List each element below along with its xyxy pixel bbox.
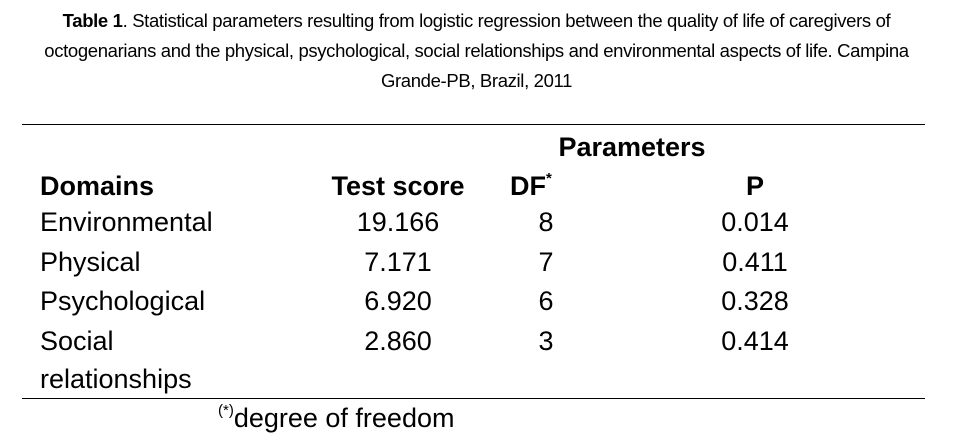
- caption: Table 1. Statistical parameters resultin…: [10, 6, 943, 96]
- header: DF*: [510, 167, 552, 205]
- cell: 2.860: [364, 325, 432, 356]
- cell: 19.166: [356, 207, 440, 237]
- row-label: Physical: [40, 246, 141, 277]
- footnote-marker: (*): [218, 402, 234, 419]
- cell: 8: [538, 207, 554, 237]
- caption-text: . Statistical parameters resulting from …: [44, 10, 909, 91]
- row-label: Psychological: [40, 286, 206, 316]
- header-text: DF: [510, 171, 546, 201]
- header: Domains: [40, 171, 155, 201]
- header: P: [745, 171, 764, 201]
- cell: 6.920: [364, 286, 432, 316]
- header: Test score: [331, 171, 465, 201]
- cell: 3: [538, 325, 554, 356]
- cell: 7: [538, 246, 554, 277]
- cell: 0.411: [722, 246, 788, 277]
- row-label: Environmental: [40, 207, 213, 237]
- footnote: (*)degree of freedom: [218, 399, 454, 437]
- footnote-text: degree of freedom: [233, 403, 455, 433]
- caption-label: Table 1: [62, 10, 123, 31]
- cell: 6: [538, 286, 554, 316]
- cell: 0.328: [721, 286, 789, 316]
- header-marker: *: [546, 170, 552, 187]
- row-label: Social relationships: [40, 325, 192, 394]
- cell: 0.014: [721, 207, 789, 237]
- top-rule: [22, 124, 925, 125]
- cell: 7.171: [364, 246, 432, 277]
- bottom-rule: [22, 398, 925, 399]
- group-header: Parameters: [558, 132, 706, 162]
- cell: 0.414: [721, 325, 789, 356]
